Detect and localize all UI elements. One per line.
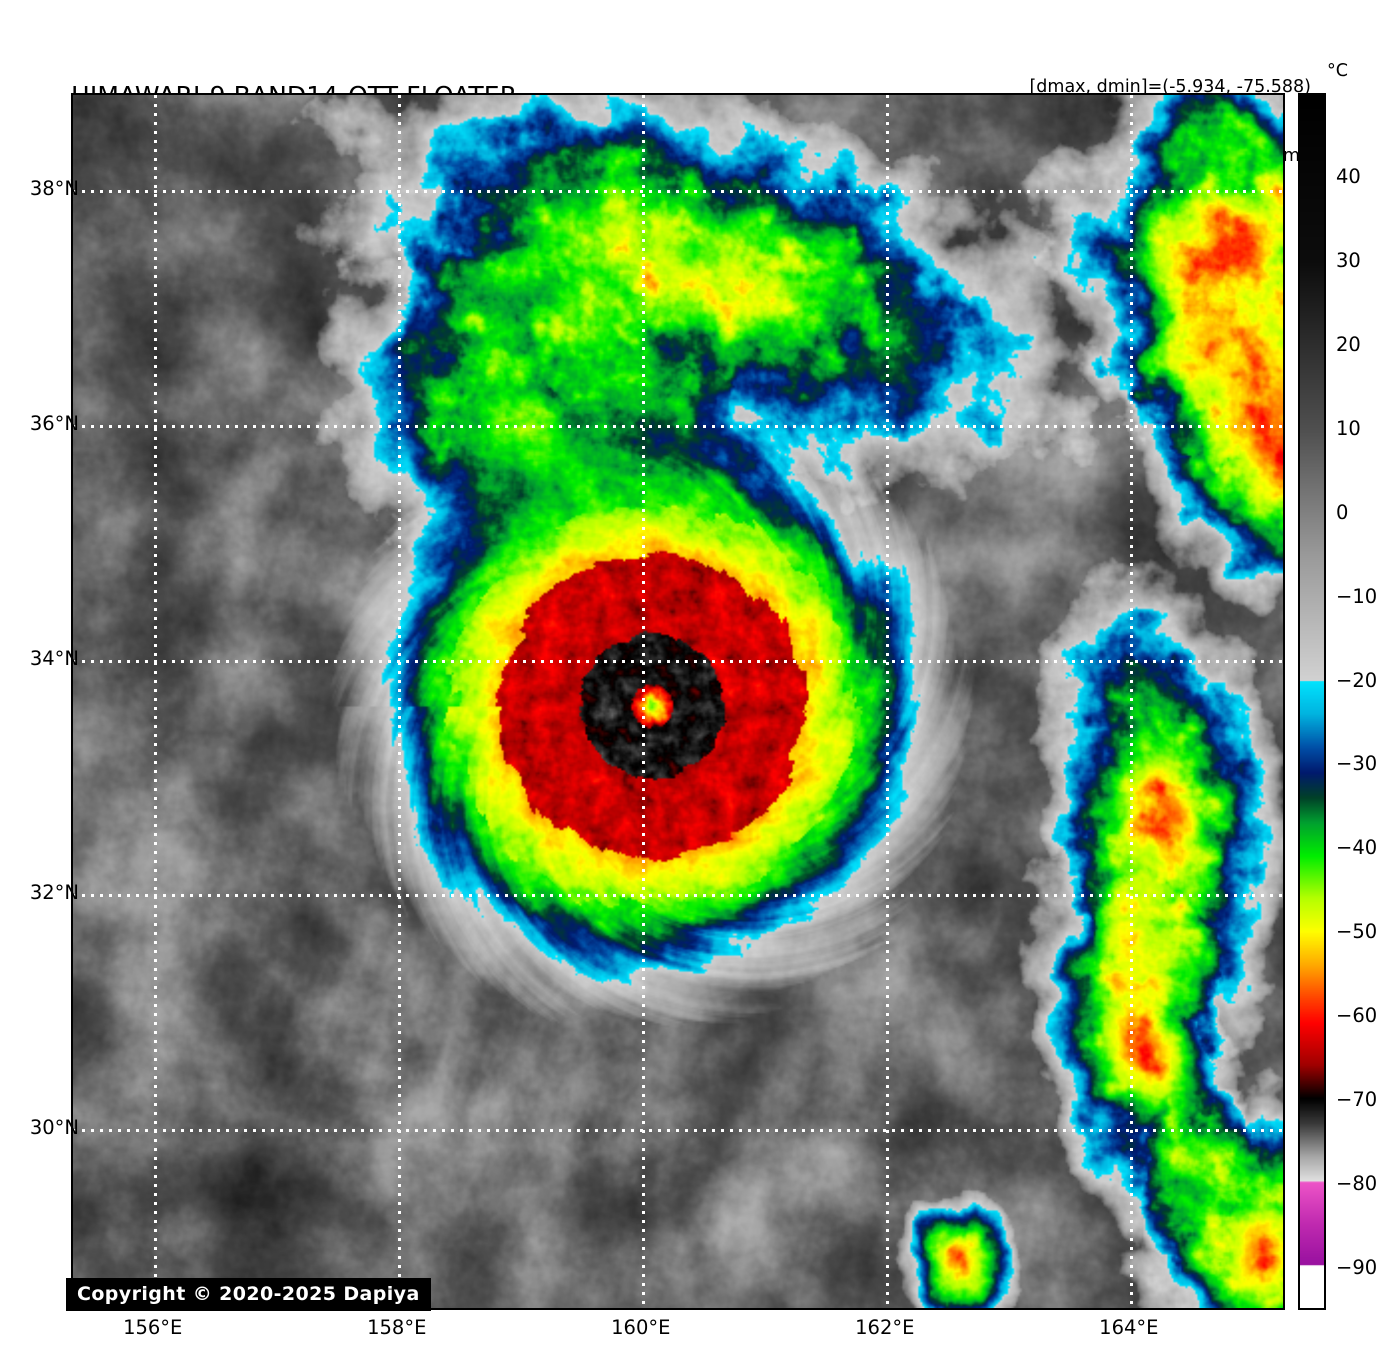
colorbar-tick-label: 20 (1336, 332, 1361, 356)
colorbar-tick-label: −20 (1336, 668, 1378, 692)
temperature-colorbar (1298, 93, 1326, 1310)
lon-tick-label: 164°E (1099, 1316, 1159, 1339)
colorbar-tick-label: 0 (1336, 500, 1349, 524)
copyright-badge: Copyright © 2020-2025 Dapiya (66, 1278, 431, 1311)
colorbar-gradient (1298, 93, 1326, 1310)
lon-tick-label: 160°E (611, 1316, 671, 1339)
colorbar-tick-label: −10 (1336, 584, 1378, 608)
lon-tick-label: 162°E (855, 1316, 915, 1339)
infrared-brightness-temperature-field (73, 95, 1283, 1308)
colorbar-tick-label: 40 (1336, 164, 1361, 188)
colorbar-tick-label: −40 (1336, 836, 1378, 860)
colorbar-tick-label: −80 (1336, 1172, 1378, 1196)
colorbar-tick-label: −90 (1336, 1256, 1378, 1280)
lat-tick-label: 34°N (29, 646, 79, 670)
colorbar-tick-label: −50 (1336, 920, 1378, 944)
lat-tick-label: 32°N (29, 881, 79, 905)
colorbar-unit-label: °C (1327, 61, 1348, 81)
colorbar-tick-label: 30 (1336, 248, 1361, 272)
lat-tick-label: 38°N (29, 177, 79, 201)
lon-tick-label: 158°E (367, 1316, 427, 1339)
lon-tick-label: 156°E (123, 1316, 183, 1339)
colorbar-tick-label: −30 (1336, 752, 1378, 776)
lat-tick-label: 36°N (29, 411, 79, 435)
colorbar-tick-label: −70 (1336, 1088, 1378, 1112)
colorbar-tick-label: −60 (1336, 1004, 1378, 1028)
satellite-image-plot (71, 93, 1285, 1310)
dmax-dmin-text: [dmax, dmin]=(-5.934, -75.588) (1029, 77, 1311, 97)
lat-tick-label: 30°N (29, 1116, 79, 1140)
colorbar-tick-label: 10 (1336, 416, 1361, 440)
